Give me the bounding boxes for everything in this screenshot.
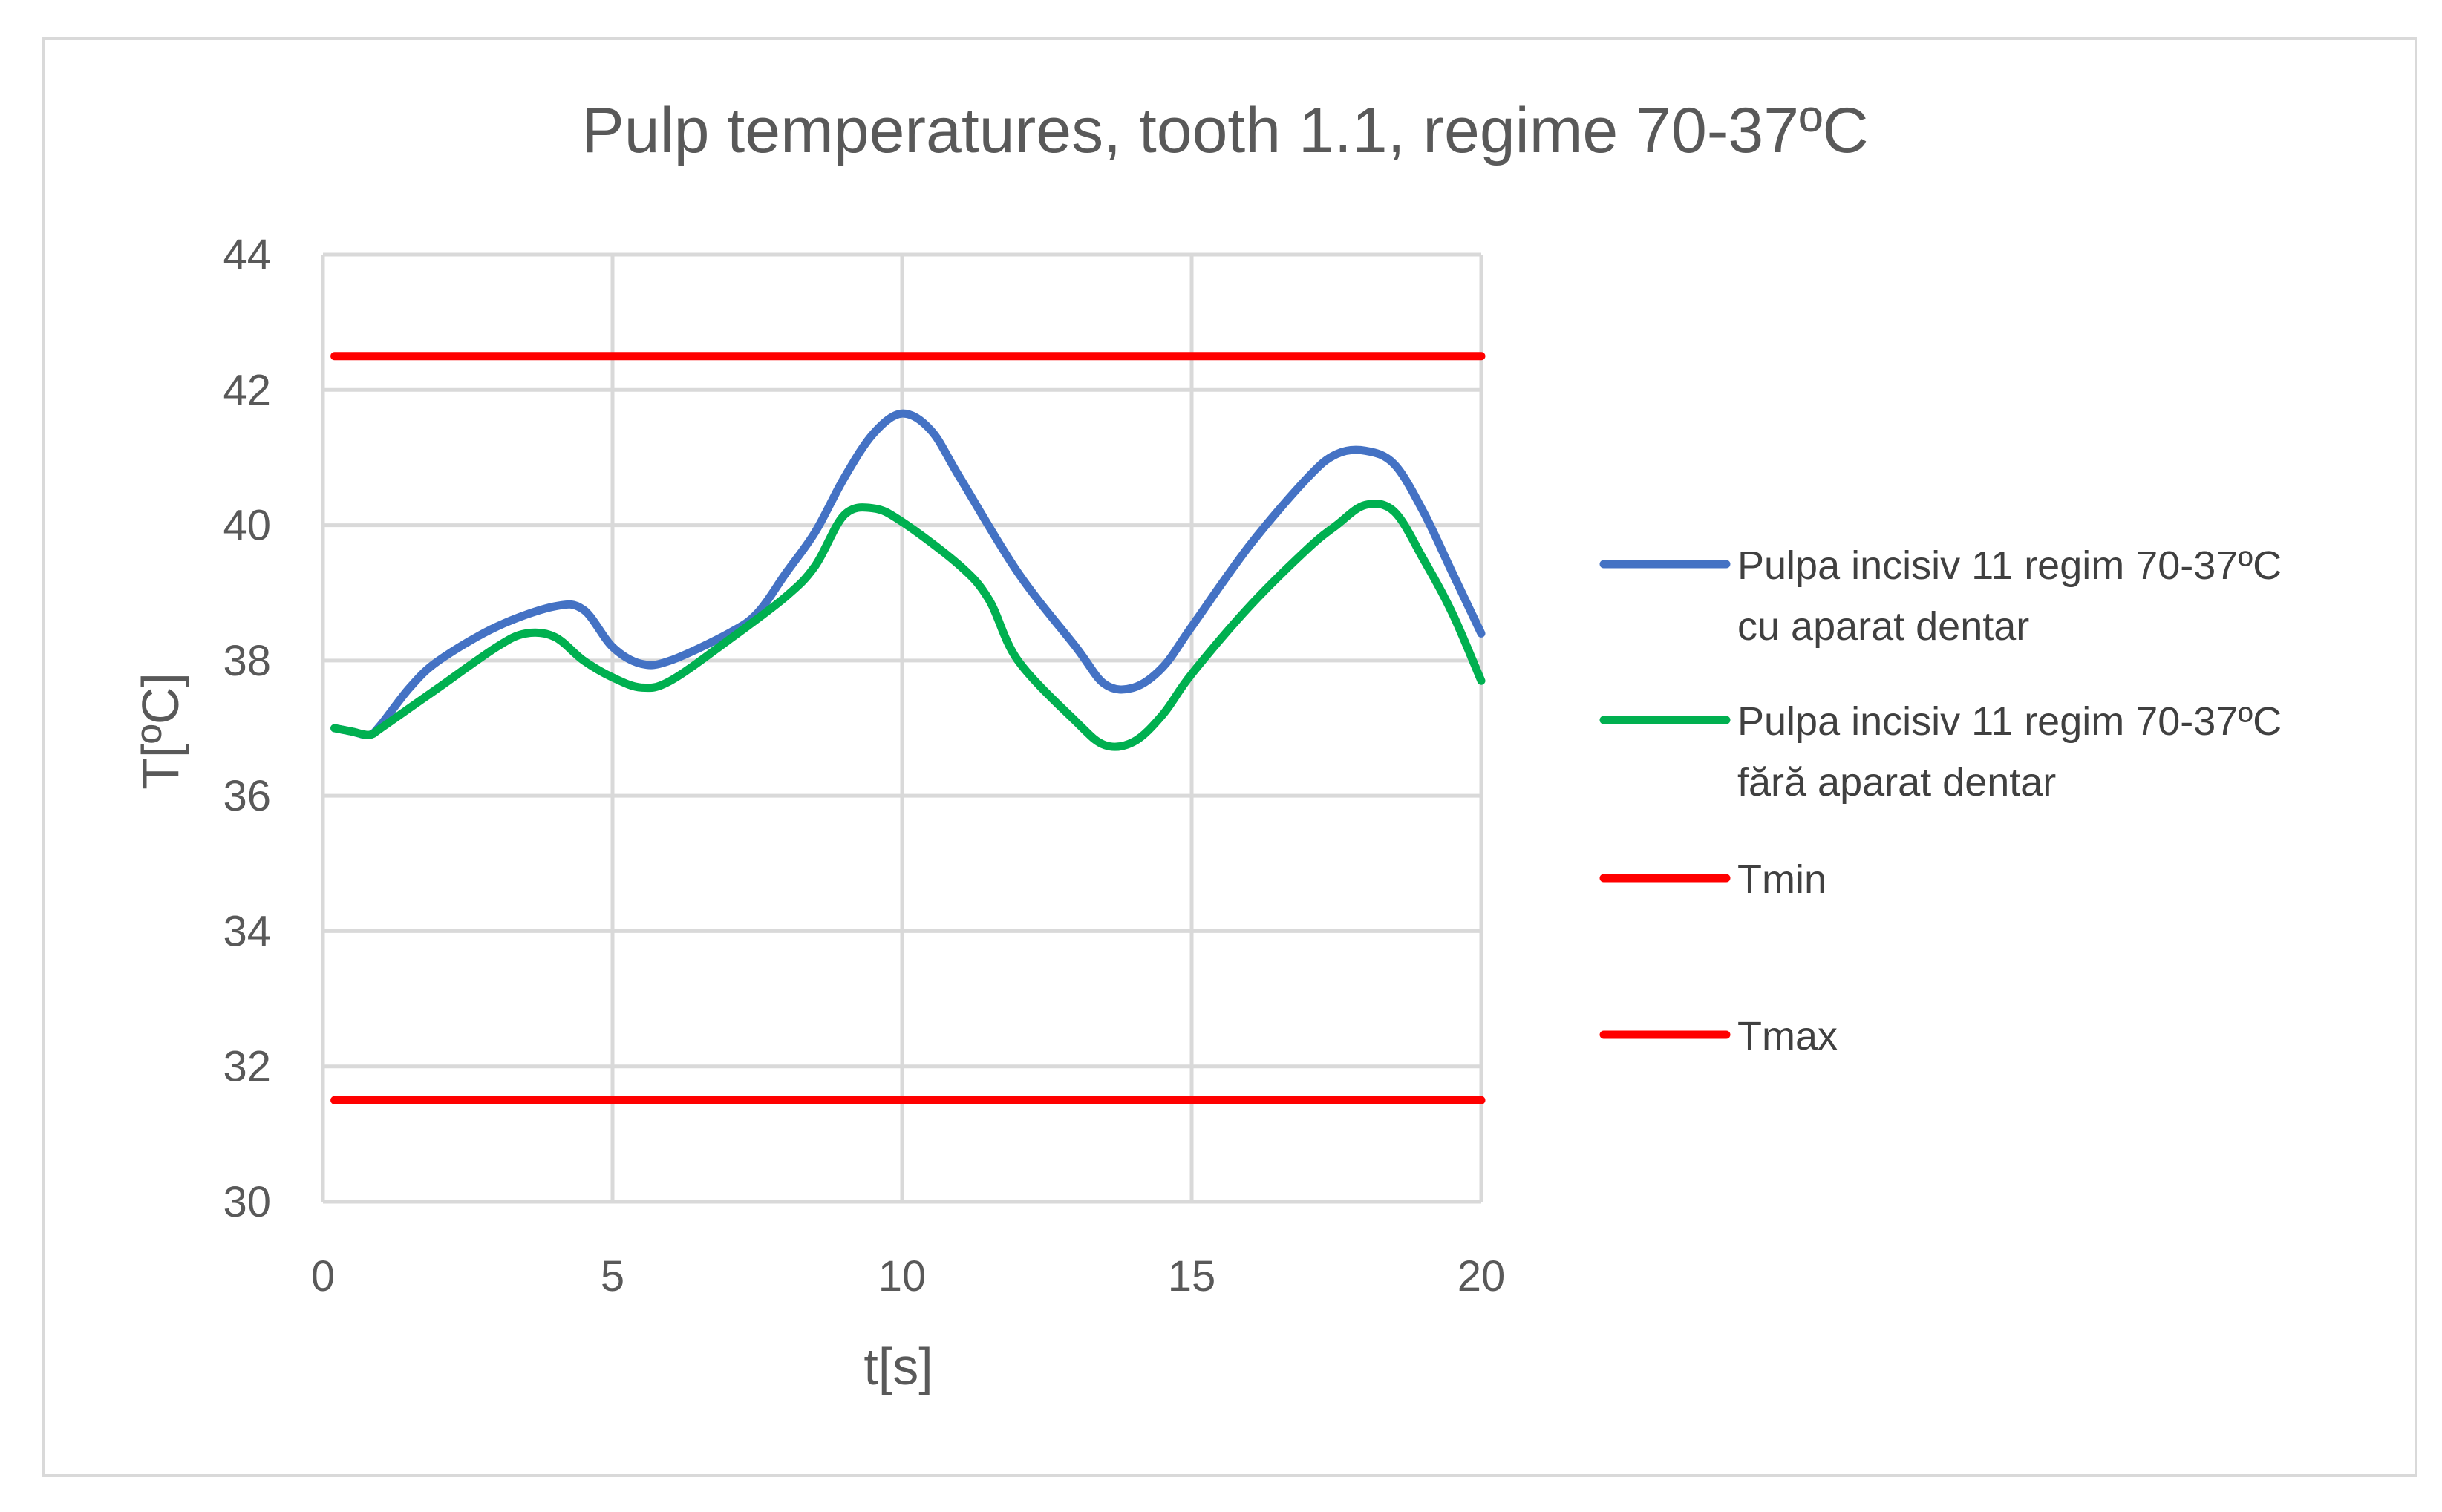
y-tick-label: 36 bbox=[223, 772, 271, 820]
series-line-1 bbox=[330, 409, 1486, 739]
legend-label: Tmin bbox=[1737, 857, 1826, 902]
series-layer bbox=[330, 352, 1486, 1104]
y-axis-label: T[ºC] bbox=[131, 672, 189, 790]
x-axis-label: t[s] bbox=[863, 1338, 933, 1395]
y-tick-label: 42 bbox=[223, 366, 271, 414]
x-tick-label: 15 bbox=[1168, 1252, 1216, 1300]
x-tick-label: 20 bbox=[1457, 1252, 1506, 1300]
tick-layer: 30 32 34 36 38 40 42 44 0 5 10 15 20 bbox=[223, 231, 1505, 1300]
chart-title: Pulp temperatures, tooth 1.1, regime 70-… bbox=[581, 95, 1868, 166]
y-tick-label: 32 bbox=[223, 1043, 271, 1091]
y-tick-label: 40 bbox=[223, 502, 271, 550]
legend-label: cu aparat dentar bbox=[1737, 604, 2029, 649]
series-line-2 bbox=[330, 500, 1486, 751]
y-tick-label: 38 bbox=[223, 637, 271, 685]
legend-label: fără aparat dentar bbox=[1737, 760, 2056, 805]
legend-label: Pulpa incisiv 11 regim 70-37ºC bbox=[1737, 699, 2282, 744]
y-tick-label: 30 bbox=[223, 1178, 271, 1226]
y-tick-label: 44 bbox=[223, 231, 271, 279]
y-tick-label: 34 bbox=[223, 907, 271, 955]
chart-frame bbox=[42, 37, 2417, 1477]
grid-layer bbox=[321, 252, 1483, 1204]
x-tick-label: 10 bbox=[878, 1252, 927, 1300]
legend-label: Tmax bbox=[1737, 1014, 1838, 1058]
x-tick-label: 5 bbox=[601, 1252, 624, 1300]
legend-label: Pulpa incisiv 11 regim 70-37ºC bbox=[1737, 543, 2282, 588]
x-tick-label: 0 bbox=[311, 1252, 335, 1300]
legend: Pulpa incisiv 11 regim 70-37ºC cu aparat … bbox=[1599, 543, 2282, 1058]
